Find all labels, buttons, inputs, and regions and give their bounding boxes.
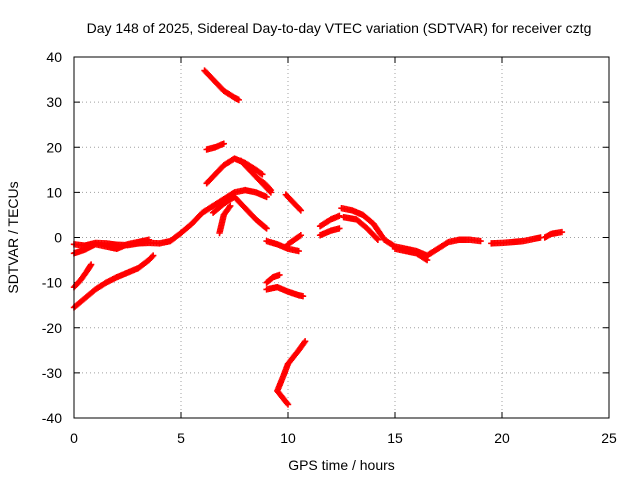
- data-point: [263, 225, 270, 232]
- data-point: [262, 224, 269, 231]
- y-tick-label: -20: [42, 320, 62, 336]
- y-tick-label: 10: [46, 184, 62, 200]
- y-tick-label: -10: [42, 275, 62, 291]
- data-point: [263, 193, 270, 201]
- x-tick-label: 5: [177, 430, 185, 446]
- data-point: [87, 261, 95, 268]
- data-point: [295, 247, 302, 255]
- data-point: [226, 204, 233, 211]
- x-tick-label: 20: [494, 430, 510, 446]
- data-points: [70, 67, 566, 408]
- data-point: [477, 237, 484, 245]
- data-point: [145, 236, 153, 243]
- data-point: [296, 232, 303, 240]
- y-tick-label: -30: [42, 365, 62, 381]
- data-point: [301, 338, 309, 345]
- data-point: [259, 171, 266, 178]
- data-point: [297, 232, 305, 239]
- data-point: [220, 140, 227, 147]
- data-point: [299, 292, 307, 300]
- y-tick-label: -40: [42, 410, 62, 426]
- data-point: [336, 212, 343, 220]
- data-point: [336, 225, 343, 232]
- data-point: [266, 185, 274, 193]
- x-axis-label: GPS time / hours: [288, 457, 395, 473]
- data-point: [374, 236, 382, 243]
- y-tick-label: 40: [46, 49, 62, 65]
- y-tick-label: 20: [46, 139, 62, 155]
- data-point: [297, 207, 305, 214]
- data-point: [423, 256, 431, 264]
- data-point: [373, 235, 381, 242]
- data-point: [149, 252, 157, 259]
- y-tick-label: 0: [54, 230, 62, 246]
- x-tick-label: 25: [601, 430, 617, 446]
- data-point: [301, 339, 308, 346]
- y-axis-label: SDTVAR / TECUs: [5, 181, 21, 293]
- x-tick-label: 10: [280, 430, 296, 446]
- plot-frame: [73, 56, 610, 419]
- grid-lines: [74, 57, 609, 418]
- data-point: [267, 186, 275, 194]
- x-tick-label: 0: [70, 430, 78, 446]
- data-point: [148, 253, 156, 260]
- data-point: [558, 228, 566, 236]
- data-point: [276, 271, 283, 279]
- data-point: [227, 202, 234, 210]
- x-tick-label: 15: [387, 430, 403, 446]
- data-point: [235, 96, 242, 104]
- y-tick-label: 30: [46, 94, 62, 110]
- chart-title: Day 148 of 2025, Sidereal Day-to-day VTE…: [87, 20, 592, 36]
- data-point: [257, 170, 265, 177]
- data-point: [296, 206, 303, 213]
- axis-ticks: 0 5 10 15 20 25 -40 -30 -20 -10 0 10 20 30 40: [42, 49, 617, 446]
